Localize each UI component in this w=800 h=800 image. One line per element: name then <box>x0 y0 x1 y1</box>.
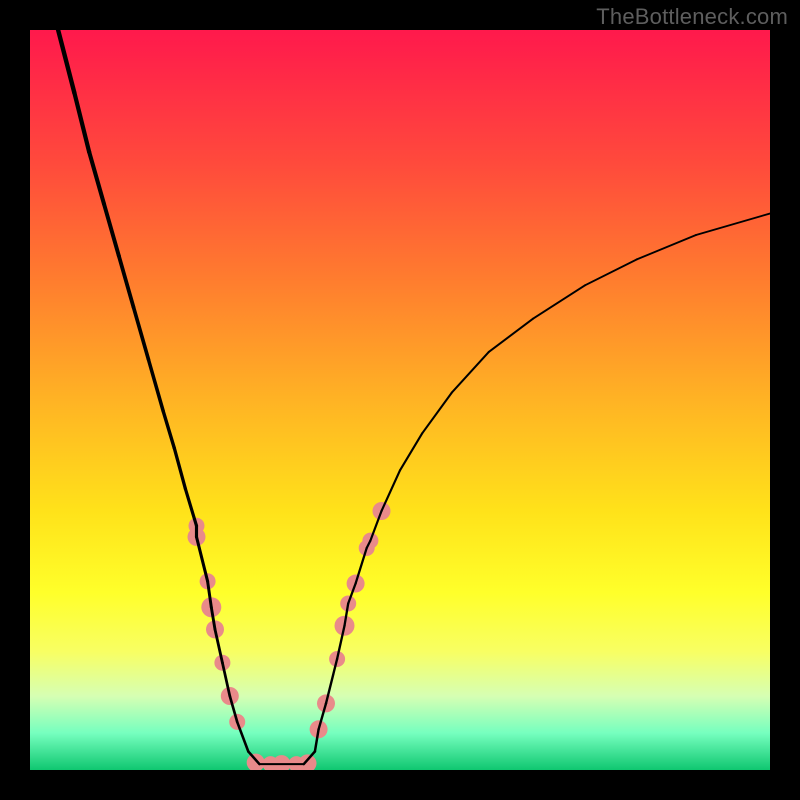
data-marker <box>273 755 291 770</box>
chart-frame: TheBottleneck.com <box>0 0 800 800</box>
data-marker <box>247 754 265 770</box>
chart-svg <box>30 30 770 770</box>
scatter-markers <box>188 502 391 770</box>
watermark-text: TheBottleneck.com <box>596 4 788 30</box>
plot-area <box>30 30 770 770</box>
data-marker <box>299 754 317 770</box>
